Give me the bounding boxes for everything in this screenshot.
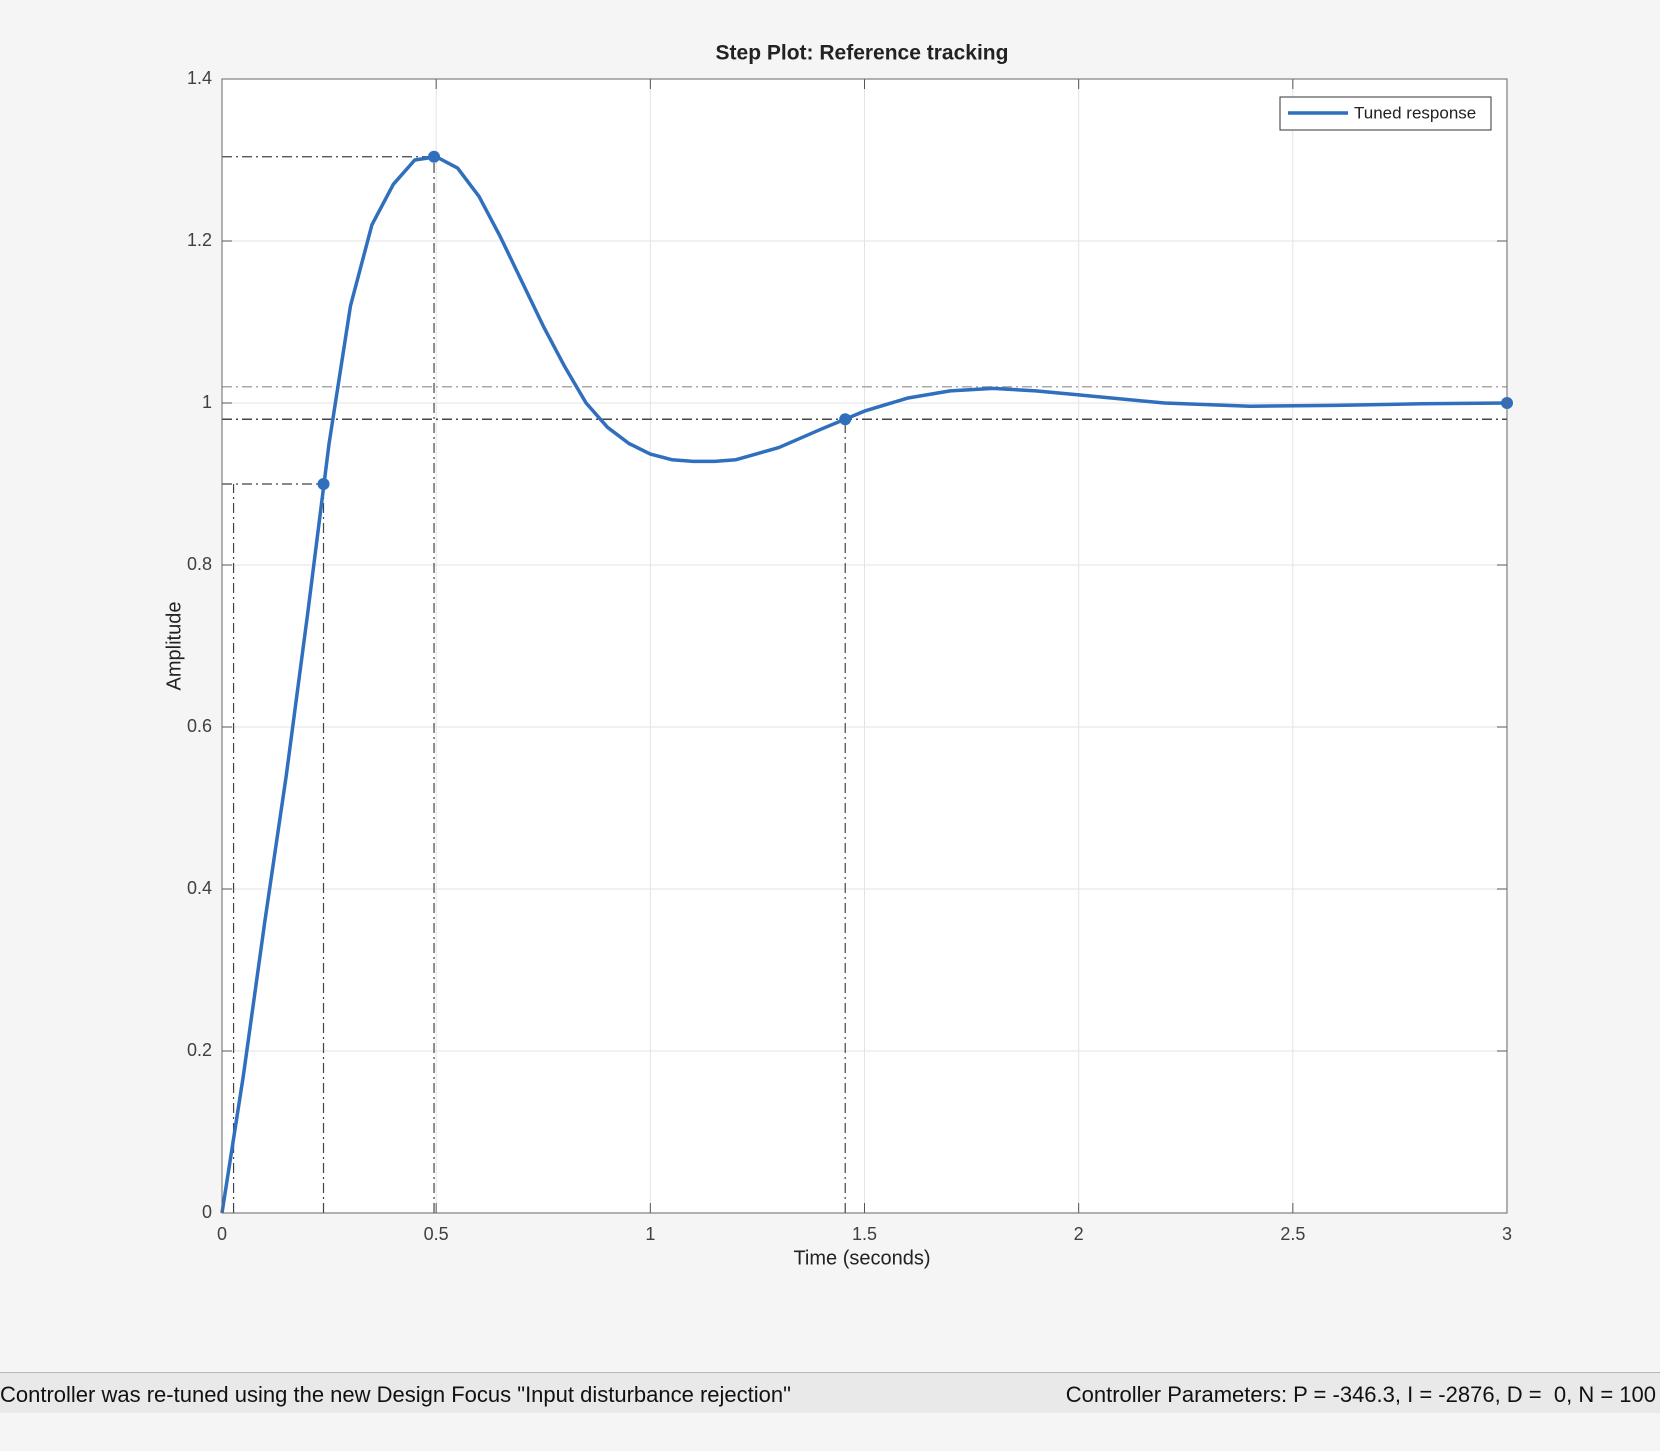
x-tick-label: 1	[645, 1224, 655, 1244]
series-line	[220, 155, 1508, 1214]
x-tick-label: 3	[1502, 1224, 1512, 1244]
y-tick-label: 0	[202, 1202, 212, 1222]
y-tick-label: 1.2	[187, 230, 212, 250]
x-tick-label: 2	[1074, 1224, 1084, 1244]
app-window: Step Plot: Reference tracking Time (seco…	[0, 41, 1660, 1413]
y-axis-label: Amplitude	[163, 602, 185, 691]
axes-box	[221, 78, 1508, 1214]
y-tick-label: 1	[202, 392, 212, 412]
characteristic-point	[839, 413, 852, 426]
status-message: Controller was re-tuned using the new De…	[0, 1382, 791, 1407]
x-tick-label: 2.5	[1280, 1224, 1305, 1244]
x-tick-label: 1.5	[852, 1224, 877, 1244]
x-axis-label: Time (seconds)	[793, 1247, 930, 1269]
characteristic-point	[428, 150, 441, 163]
y-tick-label: 0.8	[187, 554, 212, 574]
y-tick-label: 0.2	[187, 1040, 212, 1060]
x-tick-label: 0.5	[424, 1224, 449, 1244]
legend-label: Tuned response	[1354, 103, 1476, 122]
characteristic-point	[317, 478, 330, 490]
y-tick-label: 0.6	[187, 716, 212, 736]
controller-parameters: Controller Parameters: P = -346.3, I = -…	[1065, 1382, 1656, 1407]
x-tick-label: 0	[217, 1224, 227, 1244]
status-bar: Controller was re-tuned using the new De…	[0, 1372, 1660, 1413]
y-tick-label: 0.4	[187, 878, 212, 898]
chart: Step Plot: Reference tracking Time (seco…	[163, 42, 1513, 1269]
chart-title: Step Plot: Reference tracking	[716, 42, 1009, 65]
y-tick-label: 1.4	[187, 68, 212, 88]
